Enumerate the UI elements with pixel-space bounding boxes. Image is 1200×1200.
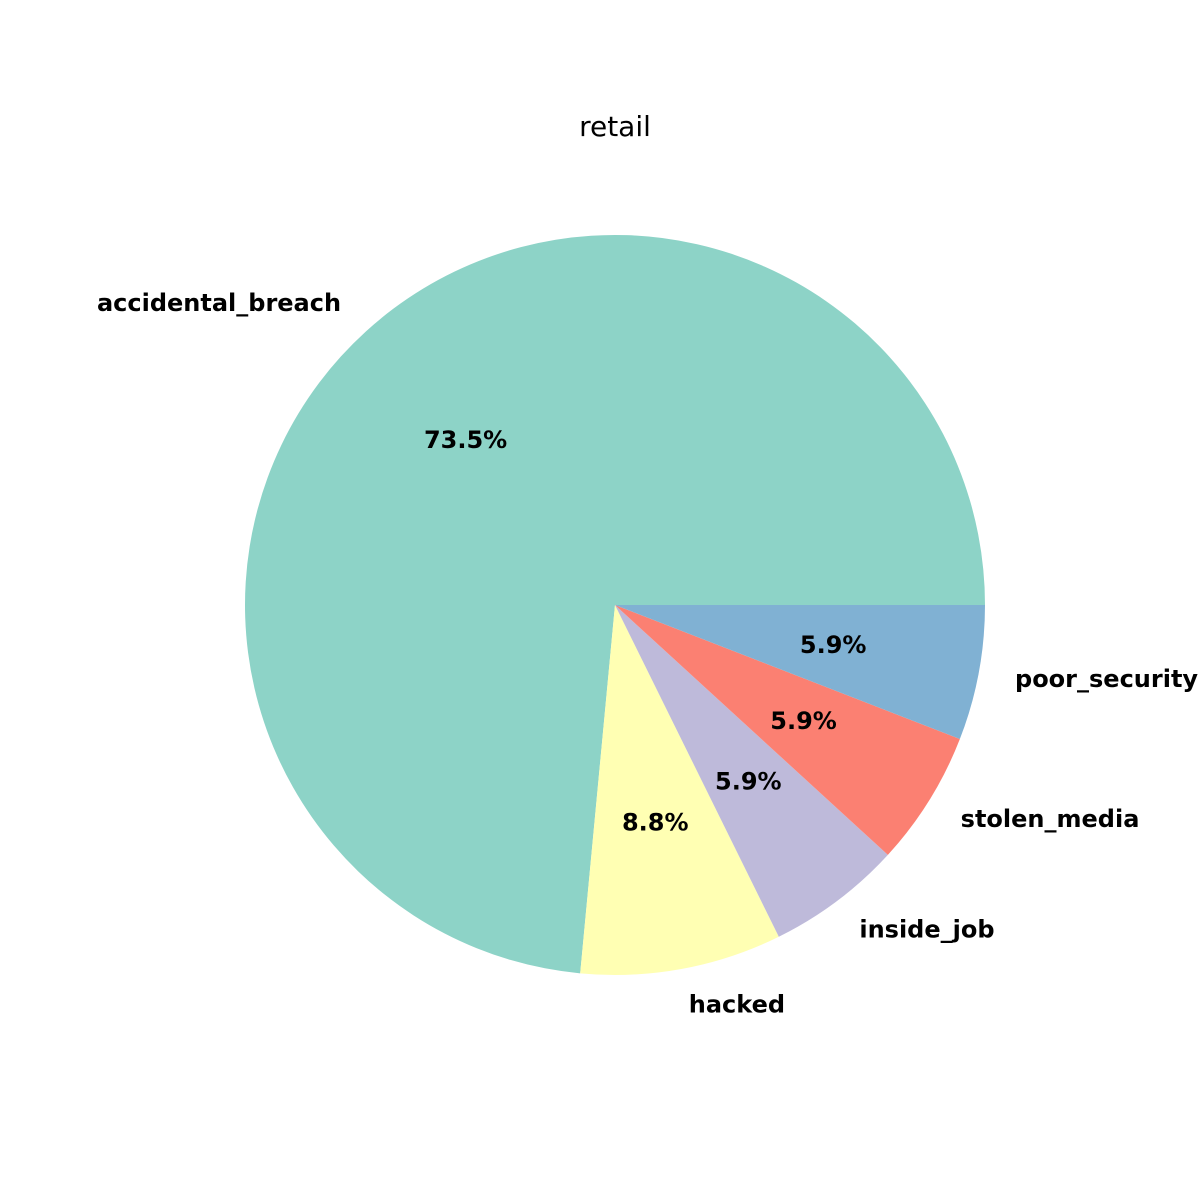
percent-label-stolen-media: 5.9% <box>770 707 837 735</box>
pie-labels: accidental_breach 73.5% hacked 8.8% inside_j… <box>97 289 1198 1018</box>
slice-label-poor-security: poor_security <box>1015 665 1198 693</box>
pie-slice-accidental-breach <box>245 234 985 974</box>
pie-slice-inside-job <box>615 605 888 937</box>
slice-label-accidental-breach: accidental_breach <box>97 289 341 317</box>
pie-slice-stolen-media <box>615 605 960 855</box>
pie-slice-hacked <box>580 605 779 975</box>
pie-slices <box>245 234 985 975</box>
percent-label-inside-job: 5.9% <box>715 768 782 796</box>
chart-title: retail <box>579 110 651 143</box>
percent-label-hacked: 8.8% <box>622 808 689 836</box>
percent-label-accidental-breach: 73.5% <box>424 426 507 454</box>
slice-label-stolen-media: stolen_media <box>961 805 1140 833</box>
slice-label-hacked: hacked <box>689 990 785 1018</box>
slice-label-inside-job: inside_job <box>859 915 994 943</box>
pie-slice-poor-security <box>615 605 985 740</box>
percent-label-poor-security: 5.9% <box>800 631 867 659</box>
